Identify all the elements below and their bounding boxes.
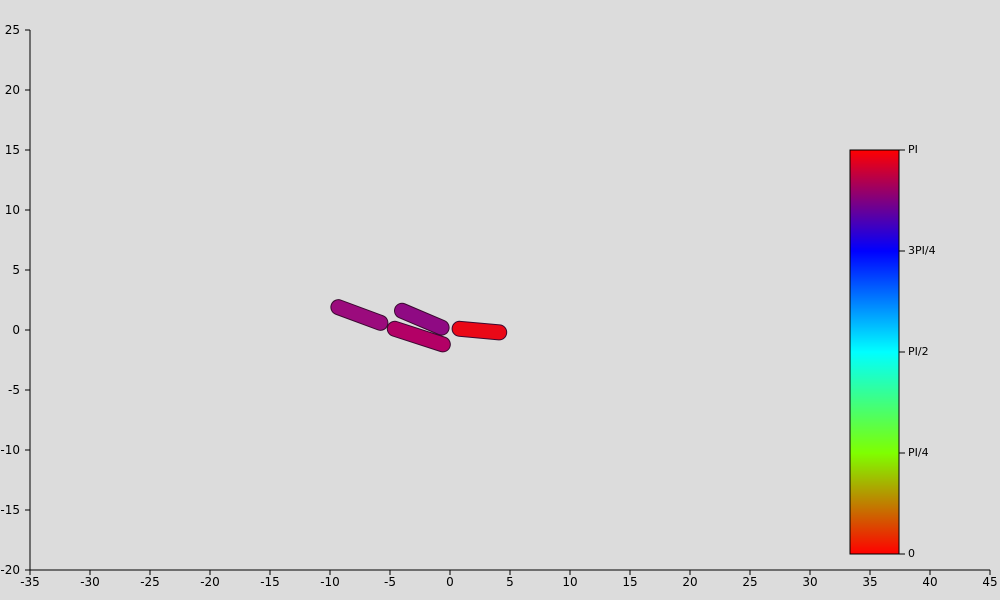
y-tick-label: 0 (12, 323, 20, 337)
x-tick-label: 25 (742, 575, 757, 589)
x-tick-label: 15 (622, 575, 637, 589)
x-tick-label: -30 (80, 575, 100, 589)
cell-capsule (386, 320, 451, 353)
x-tick-label: -20 (200, 575, 220, 589)
y-tick-label: -20 (0, 563, 20, 577)
y-tick-label: -10 (0, 443, 20, 457)
axes: -35 -30 -25 -20 -15 -10 -5 0 5 10 15 20 25 30 35 40 45 25… (0, 23, 997, 589)
x-tick-label: 20 (682, 575, 697, 589)
x-tick-label: 5 (506, 575, 514, 589)
x-tick-label: 45 (982, 575, 997, 589)
colorbar-gradient (849, 149, 900, 555)
x-tick-label: -5 (384, 575, 396, 589)
y-tick-label: 25 (5, 23, 20, 37)
x-tick-label: -25 (140, 575, 160, 589)
cell-capsule (394, 302, 450, 336)
y-tick-label: -5 (8, 383, 20, 397)
x-tick-label: -35 (20, 575, 40, 589)
x-tick-label: -15 (260, 575, 280, 589)
x-tick-label: 40 (922, 575, 937, 589)
cells-layer (330, 299, 508, 353)
cell-capsule (330, 299, 389, 331)
cell-capsule (451, 320, 508, 341)
x-tick-label: 10 (562, 575, 577, 589)
x-tick-label: -10 (320, 575, 340, 589)
x-tick-label: 0 (446, 575, 454, 589)
y-tick-label: 5 (12, 263, 20, 277)
y-tick-label: -15 (0, 503, 20, 517)
x-tick-label: 35 (862, 575, 877, 589)
y-tick-label: 20 (5, 83, 20, 97)
y-tick-label: 15 (5, 143, 20, 157)
x-tick-label: 30 (802, 575, 817, 589)
y-tick-label: 10 (5, 203, 20, 217)
colorbar (849, 149, 905, 555)
